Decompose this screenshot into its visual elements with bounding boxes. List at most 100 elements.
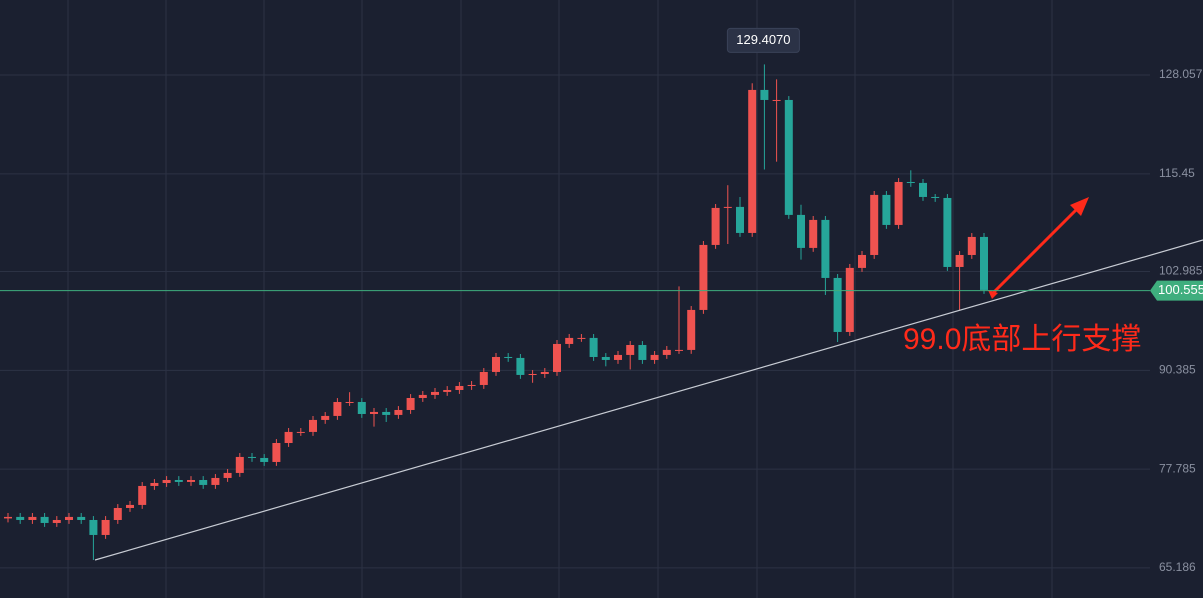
candle-body xyxy=(345,401,354,403)
candle-body xyxy=(687,309,696,350)
candle-body xyxy=(516,357,525,375)
candle-body xyxy=(309,419,317,432)
x-grid xyxy=(67,0,1053,598)
candles xyxy=(4,64,988,560)
candle-body xyxy=(906,181,915,183)
candle-body xyxy=(138,485,147,505)
candle-body xyxy=(284,431,293,443)
candle-body xyxy=(589,337,598,357)
last-price-label: 100.555 xyxy=(1158,282,1203,297)
candle-body xyxy=(211,477,220,485)
candle-body xyxy=(174,479,183,482)
candle-body xyxy=(650,354,659,360)
candle-body xyxy=(662,349,671,355)
annotation: 99.0底部上行支撑 xyxy=(903,323,1141,356)
candle-body xyxy=(614,354,622,360)
candle-body xyxy=(223,472,232,478)
y-tick-label: 65.186 xyxy=(1159,560,1196,574)
arrow-head xyxy=(1070,197,1089,216)
candle-body xyxy=(101,519,110,535)
y-tick-label: 102.985 xyxy=(1159,264,1203,278)
candle-body xyxy=(333,401,342,416)
candle-body xyxy=(553,343,561,372)
candle-body xyxy=(40,516,49,523)
candle-body xyxy=(797,214,805,248)
candle-body xyxy=(504,356,513,358)
candle-body xyxy=(638,344,647,360)
candle-body xyxy=(272,442,281,462)
peak-label-box xyxy=(726,27,800,53)
y-tick-label: 90.385 xyxy=(1159,363,1196,377)
candle-body xyxy=(321,415,330,420)
last-price-box xyxy=(1150,280,1203,301)
candle-body xyxy=(455,385,464,390)
candle-body xyxy=(980,236,988,290)
candle-body xyxy=(260,457,269,462)
candle-body xyxy=(199,479,208,485)
candle-body xyxy=(784,99,793,215)
candle-body xyxy=(858,254,866,268)
trend-line xyxy=(94,239,1203,561)
candle-body xyxy=(406,397,415,410)
candle-body xyxy=(52,519,61,523)
arrow-shaft xyxy=(991,204,1082,295)
candle-body xyxy=(809,219,818,248)
candle-body xyxy=(967,236,976,255)
candle-body xyxy=(882,194,891,225)
y-grid xyxy=(0,74,1150,569)
candle-body xyxy=(699,244,708,310)
candle-body xyxy=(760,89,769,100)
candle-body xyxy=(28,516,37,520)
candle-body xyxy=(77,516,86,520)
candle-body xyxy=(943,197,952,267)
candle-body xyxy=(931,196,940,198)
peak-label: 129.4070 xyxy=(736,32,790,47)
y-tick-label: 77.785 xyxy=(1159,461,1196,475)
candle-body xyxy=(418,394,427,398)
candle-body xyxy=(748,89,757,233)
candle-body xyxy=(296,431,305,433)
candle-body xyxy=(675,349,683,351)
candle-body xyxy=(431,391,439,395)
candle-body xyxy=(919,182,927,197)
y-tick-label: 128.057 xyxy=(1159,67,1203,81)
candle-body xyxy=(528,373,537,375)
candle-body xyxy=(772,99,781,101)
candle-body xyxy=(601,356,610,360)
candle-body xyxy=(126,504,134,508)
candle-body xyxy=(821,219,830,278)
candle-body xyxy=(150,482,159,486)
candle-body xyxy=(626,344,635,355)
candle-body xyxy=(357,401,366,414)
candle-body xyxy=(894,181,903,225)
candle-body xyxy=(540,371,549,374)
candle-body xyxy=(565,337,574,344)
candle-body xyxy=(736,206,744,233)
candle-body xyxy=(248,456,256,458)
candle-body xyxy=(235,456,244,473)
candle-body xyxy=(955,254,964,267)
candle-body xyxy=(723,206,732,208)
candle-body xyxy=(4,516,12,519)
candle-body xyxy=(16,516,25,520)
candle-body xyxy=(833,277,842,332)
candle-body xyxy=(187,479,195,482)
candle-body xyxy=(492,356,500,372)
candle-body xyxy=(382,411,391,415)
arrow-tail xyxy=(988,290,998,299)
arrow xyxy=(988,197,1089,299)
candle-body xyxy=(394,409,403,415)
candle-body xyxy=(162,479,171,483)
candle-body xyxy=(370,411,378,414)
candle-body xyxy=(89,519,98,535)
candle-body xyxy=(113,507,122,520)
candle-body xyxy=(479,371,488,385)
candle-body xyxy=(65,516,73,520)
candle-body xyxy=(467,384,476,386)
candle-body xyxy=(870,194,879,255)
candle-body xyxy=(711,207,720,245)
overlay: 128.057 115.45 102.985 90.385 77.785 65.186 12… xyxy=(0,27,1203,574)
